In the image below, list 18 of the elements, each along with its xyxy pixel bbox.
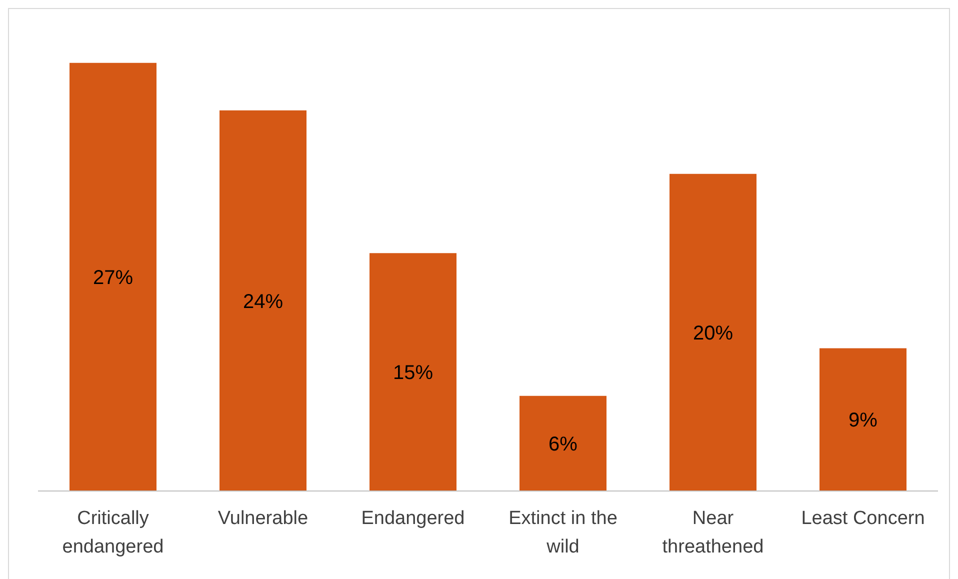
data-label: 24% xyxy=(242,290,284,313)
x-tick-label: Vulnerable xyxy=(218,508,308,530)
data-label: 20% xyxy=(692,322,734,345)
data-label: 9% xyxy=(848,410,878,432)
x-tick-label: Extinct in the wild xyxy=(508,508,618,558)
x-tick-label: Near threathened xyxy=(662,508,764,558)
bar xyxy=(220,110,306,491)
bar xyxy=(70,62,156,491)
bar xyxy=(670,174,756,491)
data-label: 27% xyxy=(92,267,134,290)
bar xyxy=(370,253,456,491)
x-tick-label: Least Concern xyxy=(801,508,925,530)
x-tick-label: Endangered xyxy=(361,508,465,530)
x-tick-label: Critically endangered xyxy=(62,508,164,558)
bar xyxy=(520,396,606,491)
data-label: 6% xyxy=(548,434,578,456)
bar xyxy=(820,348,906,491)
data-label: 15% xyxy=(392,362,434,384)
